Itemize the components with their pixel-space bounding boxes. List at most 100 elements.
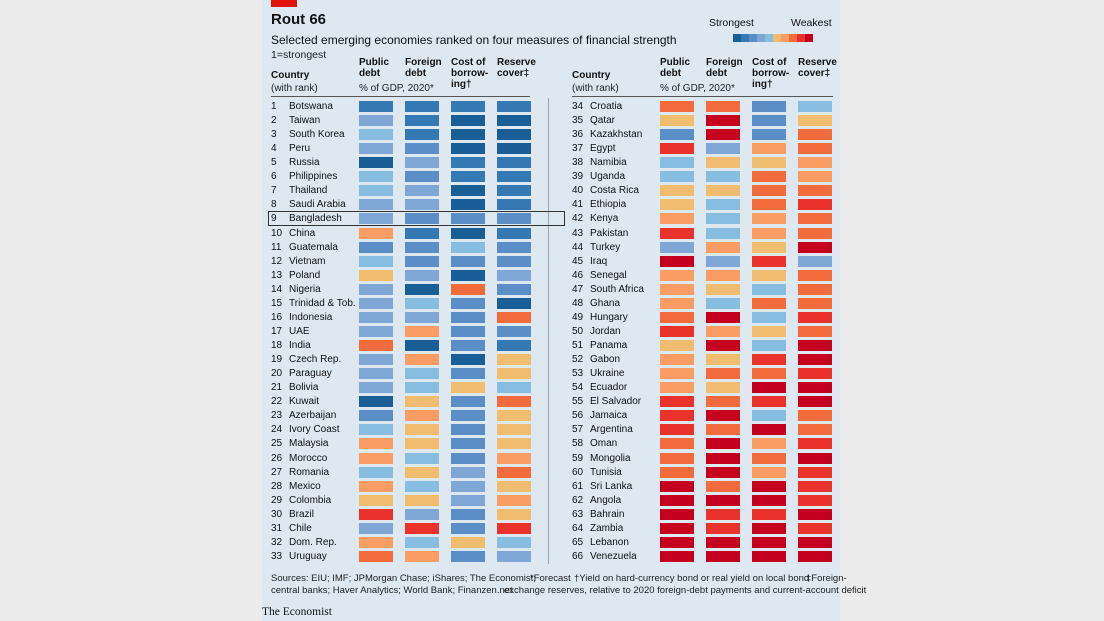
heat-cell-foreign-debt: [706, 536, 740, 548]
row-rank: 17: [271, 325, 283, 337]
heat-cell-public-debt: [660, 550, 694, 562]
row-rank: 7: [271, 185, 277, 197]
heat-cell-cost-of-borrowing: [451, 382, 485, 394]
heat-cell-foreign-debt: [706, 466, 740, 478]
heat-cell-public-debt: [660, 340, 694, 352]
row-country: Zambia: [590, 522, 624, 534]
row-rank: 43: [572, 227, 584, 239]
heat-cell-reserve-cover: [497, 550, 531, 562]
heat-cell-reserve-cover: [798, 115, 832, 127]
heat-cell-cost-of-borrowing: [451, 227, 485, 239]
header-rule-left: [271, 96, 530, 97]
heat-cell-public-debt: [359, 297, 393, 309]
heat-cell-public-debt: [359, 396, 393, 408]
row-country: Kenya: [590, 213, 619, 225]
row-country: El Salvador: [590, 396, 642, 408]
heat-cell-public-debt: [660, 466, 694, 478]
heat-cell-cost-of-borrowing: [451, 143, 485, 155]
row-rank: 50: [572, 325, 584, 337]
heat-cell-foreign-debt: [405, 480, 439, 492]
heat-cell-cost-of-borrowing: [451, 101, 485, 112]
row-rank: 25: [271, 438, 283, 450]
heat-cell-public-debt: [660, 283, 694, 295]
row-rank: 24: [271, 424, 283, 436]
row-rank: 44: [572, 241, 584, 253]
heat-cell-cost-of-borrowing: [752, 283, 786, 295]
heat-cell-cost-of-borrowing: [752, 424, 786, 436]
chart-title: Rout 66: [271, 11, 327, 28]
heat-cell-foreign-debt: [706, 171, 740, 183]
heat-cell-public-debt: [660, 185, 694, 197]
heat-cell-reserve-cover: [497, 227, 531, 239]
row-rank: 41: [572, 199, 584, 211]
heat-cell-foreign-debt: [706, 410, 740, 422]
heat-cell-public-debt: [359, 101, 393, 112]
heat-cell-reserve-cover: [798, 424, 832, 436]
row-country: Iraq: [590, 255, 608, 267]
row-rank: 12: [271, 255, 283, 267]
heat-cell-public-debt: [359, 157, 393, 169]
row-rank: 58: [572, 438, 584, 450]
row-country: Senegal: [590, 269, 627, 281]
heat-cell-public-debt: [660, 241, 694, 253]
row-rank: 5: [271, 157, 277, 169]
heat-cell-cost-of-borrowing: [752, 522, 786, 534]
row-rank: 51: [572, 340, 584, 352]
heat-cell-public-debt: [660, 410, 694, 422]
economist-red-tag: [271, 0, 297, 7]
heat-cell-public-debt: [359, 368, 393, 380]
row-country: Indonesia: [289, 311, 333, 323]
heat-cell-cost-of-borrowing: [451, 171, 485, 183]
heat-cell-cost-of-borrowing: [752, 269, 786, 281]
row-country: Angola: [590, 494, 622, 506]
heat-cell-reserve-cover: [497, 185, 531, 197]
row-rank: 46: [572, 269, 584, 281]
heat-cell-public-debt: [660, 325, 694, 337]
row-country: Egypt: [590, 143, 616, 155]
heat-cell-foreign-debt: [706, 494, 740, 506]
heat-cell-reserve-cover: [497, 101, 531, 112]
heat-cell-foreign-debt: [706, 297, 740, 309]
heat-cell-public-debt: [359, 255, 393, 267]
row-country: Kazakhstan: [590, 129, 643, 141]
heat-cell-public-debt: [359, 325, 393, 337]
heat-cell-cost-of-borrowing: [752, 241, 786, 253]
heat-cell-foreign-debt: [706, 199, 740, 211]
heat-cell-reserve-cover: [497, 143, 531, 155]
row-country: Croatia: [590, 101, 623, 112]
heat-cell-public-debt: [660, 508, 694, 520]
row-rank: 27: [271, 466, 283, 478]
heat-cell-reserve-cover: [798, 382, 832, 394]
row-country: Qatar: [590, 115, 616, 127]
heat-cell-cost-of-borrowing: [451, 396, 485, 408]
chart-subtitle: Selected emerging economies ranked on fo…: [271, 33, 677, 47]
row-country: Taiwan: [289, 115, 321, 127]
row-rank: 4: [271, 143, 277, 155]
row-rank: 15: [271, 297, 283, 309]
row-country: Costa Rica: [590, 185, 639, 197]
heat-cell-foreign-debt: [706, 213, 740, 225]
heat-cell-foreign-debt: [405, 199, 439, 211]
row-rank: 49: [572, 311, 584, 323]
heat-cell-cost-of-borrowing: [451, 368, 485, 380]
sources-line-1: Sources: EIU; IMF; JPMorgan Chase; iShar…: [271, 573, 536, 584]
heat-cell-reserve-cover: [497, 297, 531, 309]
heat-cell-public-debt: [660, 171, 694, 183]
row-country: Tunisia: [590, 466, 622, 478]
row-country: Sri Lanka: [590, 480, 633, 492]
heat-cell-foreign-debt: [706, 382, 740, 394]
heat-cell-cost-of-borrowing: [752, 410, 786, 422]
row-country: Namibia: [590, 157, 627, 169]
heat-cell-public-debt: [359, 494, 393, 506]
legend-swatch: [805, 34, 813, 42]
heat-cell-public-debt: [359, 115, 393, 127]
heat-cell-foreign-debt: [706, 101, 740, 112]
heat-cell-cost-of-borrowing: [451, 199, 485, 211]
heat-cell-foreign-debt: [405, 424, 439, 436]
row-rank: 31: [271, 522, 283, 534]
heat-cell-reserve-cover: [497, 480, 531, 492]
heat-cell-foreign-debt: [405, 171, 439, 183]
heat-cell-reserve-cover: [798, 550, 832, 562]
legend-swatch: [773, 34, 781, 42]
row-country: China: [289, 227, 316, 239]
